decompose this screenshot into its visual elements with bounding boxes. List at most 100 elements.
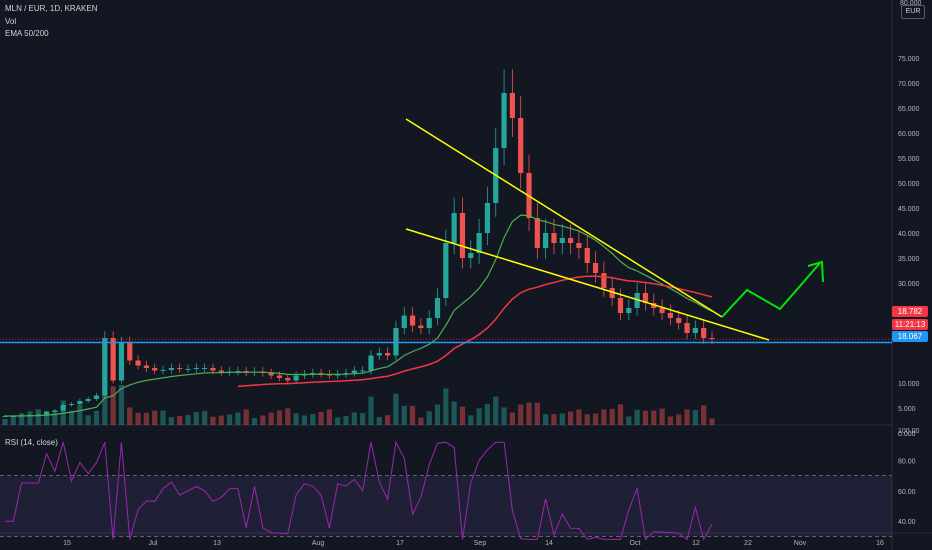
candle-body xyxy=(434,298,441,318)
volume-bar xyxy=(27,411,33,425)
candle-body xyxy=(559,238,565,243)
ema200-line xyxy=(237,275,713,388)
volume-bar xyxy=(434,404,441,425)
volume-bar xyxy=(93,410,100,425)
price-tick-label: 30.000 xyxy=(898,281,920,288)
volume-bar xyxy=(168,417,174,425)
volume-bar xyxy=(135,412,141,425)
candle-body xyxy=(368,355,374,371)
candle-body xyxy=(93,395,100,399)
volume-bar xyxy=(360,413,366,425)
price-tick-label: 0.000 xyxy=(898,431,916,438)
price-tick-label: 75.000 xyxy=(898,56,920,63)
projection-path xyxy=(721,262,821,318)
volume-bar xyxy=(526,402,532,425)
volume-bar xyxy=(709,418,715,425)
candle-body xyxy=(443,243,449,298)
volume-bar xyxy=(642,410,649,425)
countdown-tag: 11:21:13 xyxy=(892,319,928,330)
top-price-tick: 80.000 xyxy=(900,0,922,7)
candle-body xyxy=(684,323,690,333)
price-tick-label: 50.000 xyxy=(898,181,920,188)
volume-bar xyxy=(102,385,108,425)
candle-body xyxy=(310,373,316,374)
volume-bar xyxy=(60,400,66,425)
candle-body xyxy=(642,293,649,303)
level-tag: 18.067 xyxy=(892,331,928,342)
volume-bar xyxy=(576,409,582,425)
candle-body xyxy=(501,93,507,148)
candle-body xyxy=(318,373,324,374)
candle-body xyxy=(459,213,466,258)
volume-bar xyxy=(667,416,674,425)
time-tick-label: Aug xyxy=(312,540,325,547)
candle-body xyxy=(468,253,474,258)
candle-body xyxy=(210,368,216,371)
volume-bar xyxy=(584,414,590,425)
volume-bar xyxy=(568,411,574,425)
price-tick-label: 5.000 xyxy=(898,406,916,413)
candle-body xyxy=(667,313,674,318)
candle-body xyxy=(285,378,291,381)
volume-bar xyxy=(35,409,41,425)
time-tick-label: Jul xyxy=(149,540,158,547)
volume-bar xyxy=(301,415,308,425)
volume-bar xyxy=(659,408,665,425)
candle-body xyxy=(235,371,241,372)
time-tick-label: Sep xyxy=(474,540,487,547)
volume-bar xyxy=(484,404,491,425)
volume-bar xyxy=(226,414,233,425)
volume-bar xyxy=(634,409,640,425)
volume-bar xyxy=(10,417,16,425)
volume-bar xyxy=(202,411,208,425)
time-tick-label: Oct xyxy=(630,540,641,547)
volume-bar xyxy=(601,409,607,425)
volume-bar xyxy=(77,404,83,425)
rsi-band xyxy=(0,475,892,537)
last-price-tag: 18.782 xyxy=(892,306,928,317)
price-tick-label: 70.000 xyxy=(898,81,920,88)
volume-bar xyxy=(617,404,624,425)
volume-bar xyxy=(276,410,283,425)
candle-body xyxy=(409,315,416,326)
candle-body xyxy=(185,369,191,370)
volume-bar xyxy=(335,417,341,425)
candle-body xyxy=(35,414,41,416)
candle-body xyxy=(127,343,133,361)
rsi-tick-label: 80.00 xyxy=(898,458,916,465)
volume-bar xyxy=(468,415,474,425)
candle-body xyxy=(177,368,183,369)
volume-bar xyxy=(509,412,515,425)
currency-button[interactable]: EUR xyxy=(901,5,925,19)
volume-bar xyxy=(160,410,166,425)
volume-bar xyxy=(559,413,565,425)
symbol-legend: MLN / EUR, 1D, KRAKEN xyxy=(5,4,98,13)
candle-body xyxy=(543,233,549,248)
candle-body xyxy=(484,203,491,233)
rsi-tick-label: 40.00 xyxy=(898,519,916,526)
candle-body xyxy=(52,410,58,412)
volume-bar xyxy=(118,385,125,425)
volume-bar xyxy=(235,412,241,425)
price-tick-label: 45.000 xyxy=(898,206,920,213)
candle-body xyxy=(202,368,208,369)
rsi-tick-label: 100.00 xyxy=(898,428,920,435)
candle-body xyxy=(168,368,174,370)
candle-body xyxy=(401,315,407,328)
volume-bar xyxy=(185,415,191,425)
price-tick-label: 10.000 xyxy=(898,381,920,388)
candle-body xyxy=(592,263,599,273)
volume-bar xyxy=(534,402,540,425)
candle-body xyxy=(268,373,274,376)
candle-body xyxy=(518,118,524,173)
candle-body xyxy=(626,308,632,313)
volume-bar xyxy=(592,413,599,425)
candle-body xyxy=(476,233,482,253)
time-tick-label: 15 xyxy=(63,540,71,547)
volume-bar xyxy=(426,411,432,425)
volume-bar xyxy=(343,415,349,425)
volume-bar xyxy=(152,410,158,425)
candle-body xyxy=(85,399,91,401)
candle-body xyxy=(659,308,665,313)
